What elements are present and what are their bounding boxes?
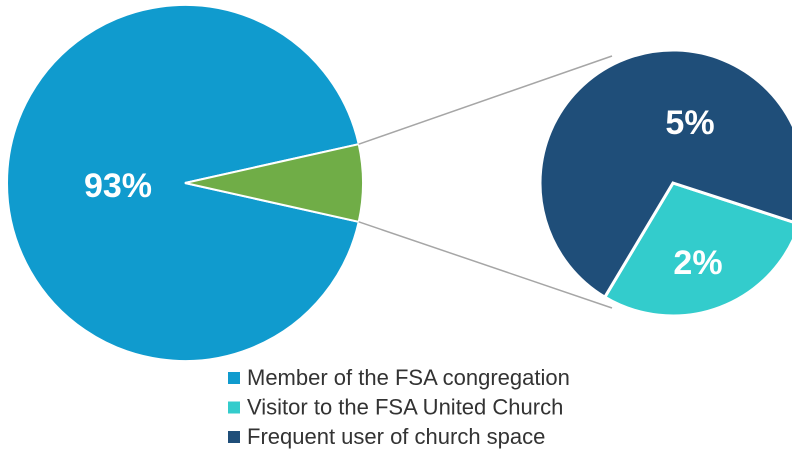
data-label: 5% [665, 104, 714, 142]
legend-swatch [228, 431, 240, 443]
legend-label: Visitor to the FSA United Church [247, 394, 563, 419]
pie-slice [602, 181, 792, 318]
pie-slice [538, 48, 792, 300]
connector-line [358, 55, 613, 145]
connector-line [358, 221, 613, 309]
legend-swatch [228, 372, 240, 384]
data-label: 93% [84, 167, 152, 205]
legend-swatch [228, 401, 240, 414]
pie-slice [6, 4, 360, 362]
legend-label: Frequent user of church space [247, 424, 545, 449]
data-label: 2% [673, 244, 722, 282]
legend-label: Member of the FSA congregation [247, 365, 570, 390]
combined-slice [184, 142, 364, 224]
